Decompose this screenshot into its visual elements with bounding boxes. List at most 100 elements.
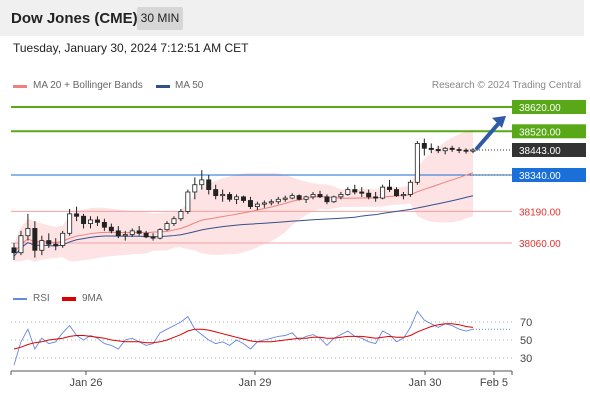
- candle: [220, 189, 226, 202]
- candle-body: [108, 226, 114, 232]
- candle: [122, 230, 128, 241]
- ma20-legend-label: MA 20 + Bollinger Bands: [33, 80, 143, 91]
- candle-body: [143, 232, 149, 238]
- ma50-line: [13, 195, 474, 257]
- candle: [39, 235, 45, 256]
- candle-body: [46, 240, 52, 245]
- candle: [414, 141, 420, 185]
- candle-body: [324, 196, 330, 203]
- candle: [345, 187, 351, 196]
- candle-body: [199, 179, 205, 186]
- level-label-support: 38060.00: [519, 239, 561, 250]
- level-value: 38520.00: [519, 127, 561, 138]
- candle: [338, 192, 344, 200]
- candle-body: [394, 189, 399, 197]
- candle: [394, 187, 399, 197]
- candle-body: [74, 213, 80, 217]
- candle: [108, 223, 114, 234]
- candle: [289, 193, 295, 200]
- rsi-ma-legend-swatch: [62, 297, 76, 301]
- candle: [60, 230, 66, 248]
- x-tick-label: Jan 30: [408, 377, 441, 389]
- candle-body: [345, 189, 351, 195]
- candle-body: [101, 221, 107, 228]
- candle: [296, 194, 302, 201]
- candle: [241, 195, 246, 203]
- candle: [463, 148, 469, 154]
- candle: [442, 147, 448, 155]
- candle: [324, 194, 330, 205]
- candle: [46, 233, 52, 248]
- candle: [206, 175, 212, 195]
- candle-body: [81, 215, 87, 224]
- candle-body: [94, 219, 100, 223]
- candle: [282, 195, 288, 202]
- candle: [359, 187, 365, 197]
- candle-body: [247, 200, 253, 207]
- candle-body: [122, 234, 128, 237]
- rsi-tick-label: 50: [520, 335, 532, 347]
- rsi-legend-label: RSI: [33, 293, 50, 304]
- candle: [421, 138, 427, 156]
- candle: [25, 213, 31, 241]
- candle-body: [254, 203, 260, 207]
- datetime-label: Tuesday, January 30, 2024 7:12:51 AM CET: [13, 41, 249, 55]
- rsi-ma-line: [13, 323, 474, 350]
- candle: [254, 201, 260, 211]
- rsi-ma-legend-label: 9MA: [82, 293, 103, 304]
- level-label-support: 38190.00: [519, 207, 561, 218]
- candle-body: [428, 147, 434, 150]
- level-box: [512, 168, 586, 182]
- candle-body: [164, 223, 170, 231]
- candle: [352, 184, 358, 195]
- level-value: 38443.00: [519, 146, 561, 157]
- candle-body: [241, 196, 246, 201]
- candle: [74, 206, 80, 222]
- candle: [470, 148, 476, 154]
- candle: [164, 221, 170, 231]
- candle: [171, 216, 177, 226]
- candle: [150, 233, 156, 241]
- candle-body: [268, 201, 274, 204]
- candle-body: [227, 194, 233, 200]
- candle-body: [157, 229, 163, 239]
- candle: [53, 238, 59, 251]
- candle-body: [331, 196, 337, 203]
- candle: [143, 230, 149, 239]
- x-tick-label: Jan 26: [69, 377, 102, 389]
- instrument-title: Dow Jones (CME): [11, 10, 138, 27]
- candle-body: [136, 230, 142, 234]
- rsi-legend-swatch: [13, 298, 27, 300]
- candle-body: [359, 191, 365, 194]
- level-label-resistance: 38620.00: [512, 100, 586, 114]
- timeframe-button[interactable]: 30 MIN: [137, 7, 183, 30]
- candle-body: [470, 149, 476, 152]
- candle-body: [18, 235, 24, 254]
- candle: [88, 216, 93, 229]
- candle: [67, 209, 73, 236]
- candle-body: [32, 228, 38, 251]
- candle: [136, 226, 142, 236]
- ma50-legend-label: MA 50: [175, 80, 204, 91]
- candle-body: [414, 143, 420, 183]
- candle: [213, 184, 219, 200]
- candle: [373, 192, 379, 202]
- candle: [449, 145, 455, 152]
- candle-body: [129, 230, 135, 235]
- level-label-pivot: 38340.00: [512, 168, 586, 182]
- level-box: [512, 100, 586, 114]
- level-label-resistance: 38520.00: [512, 124, 586, 138]
- rsi-tick-label: 30: [520, 353, 532, 365]
- candle-body: [289, 195, 295, 199]
- candle-body: [39, 240, 45, 251]
- candle-body: [296, 195, 302, 200]
- candle: [275, 196, 281, 205]
- candle: [428, 143, 434, 154]
- candle: [387, 179, 393, 192]
- header-bar: Dow Jones (CME) 30 MIN: [0, 0, 584, 36]
- level-box: [512, 124, 586, 139]
- candle: [199, 170, 205, 190]
- candle: [18, 230, 24, 256]
- candle-body: [380, 186, 386, 199]
- candle-body: [275, 198, 281, 203]
